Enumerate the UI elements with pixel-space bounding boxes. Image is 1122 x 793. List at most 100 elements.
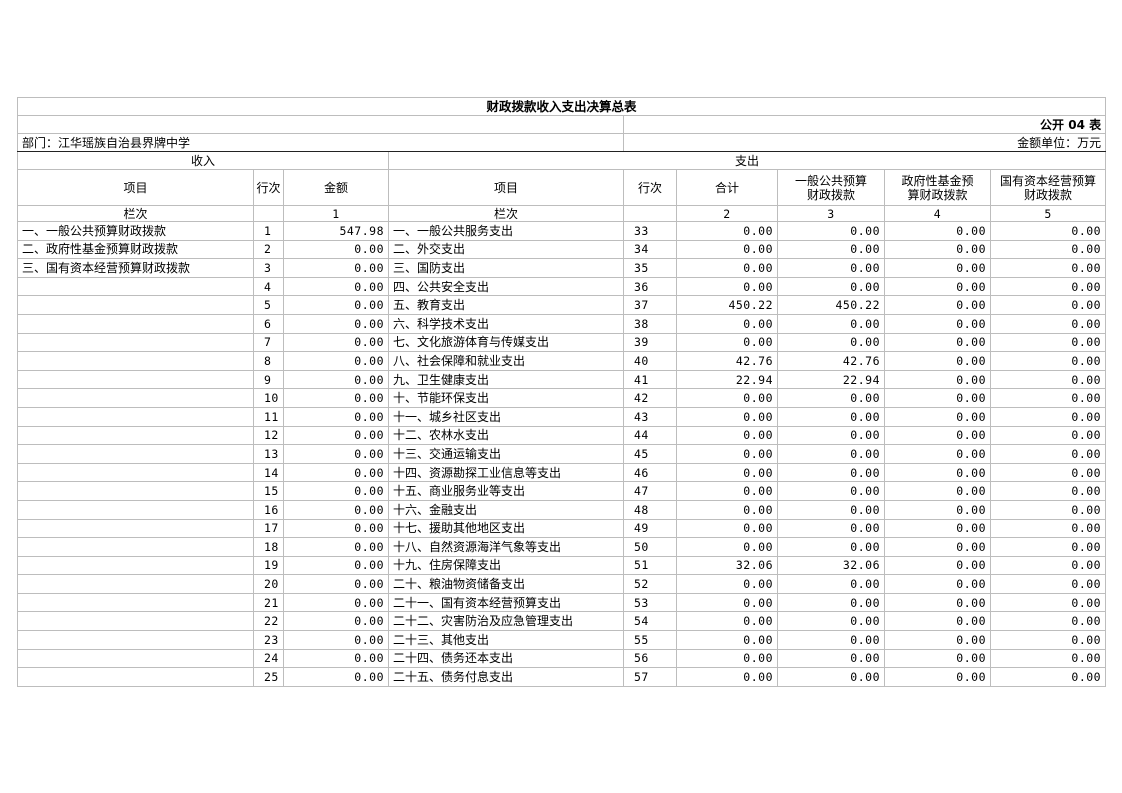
- expense-row-no: 50: [623, 537, 677, 557]
- income-item: [17, 592, 254, 613]
- income-row-no: 21: [253, 592, 284, 613]
- total-amount: 0.00: [676, 518, 778, 539]
- expense-row-no: 48: [623, 499, 677, 520]
- total-amount: 0.00: [676, 630, 778, 650]
- income-amount: 0.00: [283, 313, 389, 334]
- fund-amount: 0.00: [884, 574, 991, 594]
- income-row-no: 7: [253, 332, 284, 353]
- income-row-no: 4: [253, 276, 284, 297]
- expense-item: 二十四、债务还本支出: [388, 648, 624, 669]
- expense-item: 十、节能环保支出: [388, 388, 624, 408]
- fund-amount: 0.00: [884, 667, 991, 687]
- income-row-no: 25: [253, 667, 284, 687]
- general-amount: 0.00: [777, 258, 885, 278]
- table-row: 19 0.00 十九、住房保障支出 51 32.06 32.06 0.00 0.00: [17, 555, 1107, 576]
- expense-item: 二十五、债务付息支出: [388, 667, 624, 687]
- general-amount: 450.22: [777, 295, 885, 315]
- income-amount: 0.00: [283, 444, 389, 464]
- general-amount: 42.76: [777, 351, 885, 371]
- table-row: 16 0.00 十六、金融支出 48 0.00 0.00 0.00 0.00: [17, 499, 1107, 520]
- table-row: 15 0.00 十五、商业服务业等支出 47 0.00 0.00 0.00 0.00: [17, 481, 1107, 501]
- blank-cell: [253, 205, 284, 222]
- income-amount: 0.00: [283, 406, 389, 427]
- income-amount: 0.00: [283, 630, 389, 650]
- expense-item: 五、教育支出: [388, 295, 624, 315]
- general-amount: 0.00: [777, 648, 885, 669]
- fund-amount: 0.00: [884, 276, 991, 297]
- fund-amount: 0.00: [884, 388, 991, 408]
- income-row-no: 18: [253, 537, 284, 557]
- income-item: [17, 313, 254, 334]
- total-amount: 0.00: [676, 406, 778, 427]
- total-amount: 0.00: [676, 239, 778, 260]
- table-row: 5 0.00 五、教育支出 37 450.22 450.22 0.00 0.00: [17, 295, 1107, 315]
- fund-amount: 0.00: [884, 462, 991, 483]
- fiscal-appropriation-table: 财政拨款收入支出决算总表 公开 04 表 部门：江华瑶族自治县界牌中学 金额单位：…: [16, 97, 1107, 687]
- income-item: [17, 518, 254, 539]
- fund-amount: 0.00: [884, 425, 991, 446]
- fund-amount: 0.00: [884, 258, 991, 278]
- col-index-2: 2: [676, 205, 778, 222]
- income-item: [17, 444, 254, 464]
- col-index-4: 4: [884, 205, 991, 222]
- income-item: [17, 369, 254, 390]
- income-row-no: 9: [253, 369, 284, 390]
- table-row: 24 0.00 二十四、债务还本支出 56 0.00 0.00 0.00 0.00: [17, 648, 1107, 669]
- income-amount: 0.00: [283, 258, 389, 278]
- total-amount: 0.00: [676, 276, 778, 297]
- income-row-no: 15: [253, 481, 284, 501]
- fund-amount: 0.00: [884, 444, 991, 464]
- income-amount: 0.00: [283, 518, 389, 539]
- state-amount: 0.00: [989, 444, 1107, 464]
- table-row: 21 0.00 二十一、国有资本经营预算支出 53 0.00 0.00 0.00 0.00: [17, 592, 1107, 613]
- income-item: 三、国有资本经营预算财政拨款: [17, 258, 254, 278]
- income-item: [17, 499, 254, 520]
- col-state: 国有资本经营预算财政拨款: [989, 169, 1107, 206]
- unit-label: 金额单位：万元: [622, 133, 1107, 152]
- table-row: 8 0.00 八、社会保障和就业支出 40 42.76 42.76 0.00 0.00: [17, 351, 1107, 371]
- fund-amount: 0.00: [884, 351, 991, 371]
- state-amount: 0.00: [989, 258, 1107, 278]
- col-expense-item: 项目: [388, 169, 624, 206]
- expense-header: 支出: [387, 151, 1107, 170]
- fund-amount: 0.00: [884, 313, 991, 334]
- fund-amount: 0.00: [884, 406, 991, 427]
- expense-row-no: 37: [623, 295, 677, 315]
- income-item: [17, 611, 254, 632]
- expense-row-no: 39: [623, 332, 677, 353]
- income-item: 一、一般公共预算财政拨款: [17, 221, 254, 241]
- state-amount: 0.00: [989, 518, 1107, 539]
- expense-item: 十四、资源勘探工业信息等支出: [388, 462, 624, 483]
- expense-row-no: 46: [623, 462, 677, 483]
- expense-row-no: 33: [623, 221, 677, 241]
- income-amount: 0.00: [283, 295, 389, 315]
- income-row-no: 13: [253, 444, 284, 464]
- general-amount: 0.00: [777, 537, 885, 557]
- total-amount: 450.22: [676, 295, 778, 315]
- general-amount: 0.00: [777, 611, 885, 632]
- general-amount: 0.00: [777, 667, 885, 687]
- income-amount: 0.00: [283, 537, 389, 557]
- general-amount: 0.00: [777, 481, 885, 501]
- fund-amount: 0.00: [884, 518, 991, 539]
- total-amount: 32.06: [676, 555, 778, 576]
- expense-item: 二、外交支出: [388, 239, 624, 260]
- fund-amount: 0.00: [884, 221, 991, 241]
- total-amount: 0.00: [676, 425, 778, 446]
- total-amount: 0.00: [676, 313, 778, 334]
- income-amount: 0.00: [283, 239, 389, 260]
- state-amount: 0.00: [989, 499, 1107, 520]
- fund-amount: 0.00: [884, 537, 991, 557]
- income-item: [17, 332, 254, 353]
- expense-item: 十五、商业服务业等支出: [388, 481, 624, 501]
- expense-row-no: 51: [623, 555, 677, 576]
- table-row: 20 0.00 二十、粮油物资储备支出 52 0.00 0.00 0.00 0.00: [17, 574, 1107, 594]
- income-item: [17, 388, 254, 408]
- state-amount: 0.00: [989, 555, 1107, 576]
- income-row-no: 23: [253, 630, 284, 650]
- income-item: [17, 295, 254, 315]
- state-amount: 0.00: [989, 611, 1107, 632]
- expense-row-no: 42: [623, 388, 677, 408]
- income-item: [17, 537, 254, 557]
- state-amount: 0.00: [989, 592, 1107, 613]
